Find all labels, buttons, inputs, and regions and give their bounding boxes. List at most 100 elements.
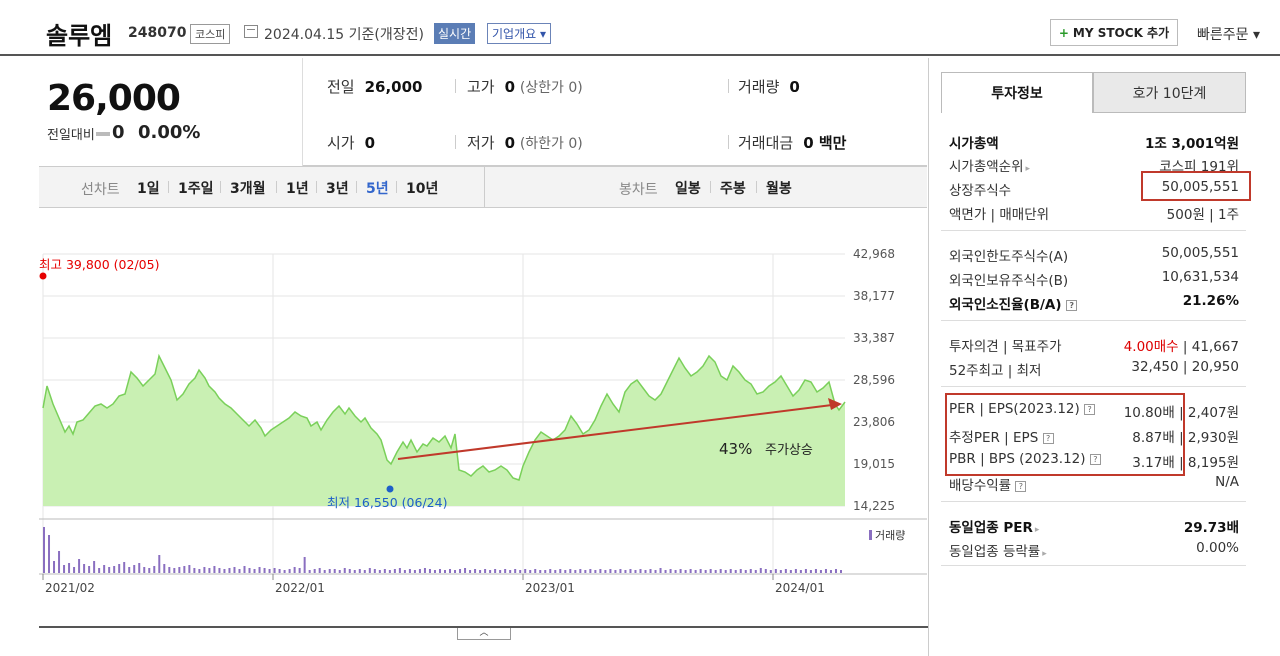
volume-bar (744, 570, 747, 573)
volume-bar (388, 570, 391, 573)
volume-bar (704, 570, 707, 573)
volume-bar (809, 570, 812, 573)
x-tick-label: 2021/02 (45, 581, 95, 595)
volume-bar (549, 569, 552, 573)
stat-amount: 거래대금 0 백만 (738, 134, 847, 152)
period-1y[interactable]: 1년 (286, 181, 309, 197)
change-rate: 0.00% (138, 122, 201, 143)
volume-bar (584, 570, 587, 573)
y-tick-label: 14,225 (853, 499, 895, 513)
volume-bar (273, 568, 276, 573)
period-3y[interactable]: 3년 (326, 181, 349, 197)
volume-bar (283, 570, 286, 573)
volume-bar (378, 570, 381, 573)
volume-bar (759, 568, 762, 573)
volume-bar (679, 569, 682, 573)
volume-bar (489, 570, 492, 573)
volume-bar (509, 570, 512, 573)
help-icon: ? (1042, 432, 1054, 444)
volume-bar (659, 568, 662, 573)
volume-bar (133, 565, 136, 573)
volume-bar (183, 566, 186, 573)
volume-bar (514, 569, 517, 573)
volume-bar (574, 570, 577, 573)
volume-bar (594, 570, 597, 573)
volume-bar (93, 561, 96, 573)
tab-investment-info[interactable]: 투자정보 (941, 72, 1093, 113)
volume-bar (103, 565, 106, 573)
volume-bar (203, 567, 206, 573)
volume-bar (589, 569, 592, 573)
quick-order-dropdown[interactable]: 빠른주문 ▾ (1197, 27, 1260, 43)
realtime-button[interactable]: 실시간 (434, 23, 476, 44)
volume-bar (73, 567, 76, 573)
volume-bar (318, 568, 321, 573)
volume-bar (539, 570, 542, 573)
collapse-chart-button[interactable]: ︿ (457, 628, 511, 640)
row-per: PER | EPS(2023.12) ? 10.80배 | 2,407원 (949, 401, 1239, 421)
row-opinion: 투자의견 | 목표주가 4.00매수 | 41,667 (949, 339, 1239, 355)
volume-bar (248, 568, 251, 573)
volume-bar (829, 570, 832, 573)
tab-order-book[interactable]: 호가 10단계 (1093, 72, 1246, 113)
volume-bar (383, 569, 386, 573)
y-tick-label: 42,968 (853, 247, 895, 261)
volume-bar (444, 570, 446, 573)
stat-volume: 거래량 0 (738, 78, 800, 96)
volume-bar (163, 564, 166, 573)
volume-bar (649, 569, 652, 573)
volume-bar (213, 566, 216, 573)
volume-bar (654, 570, 657, 573)
current-price: 26,000 (47, 78, 181, 119)
calendar-icon (244, 25, 258, 38)
my-stock-add-button[interactable]: + MY STOCK 추가 (1050, 19, 1178, 46)
volume-bar (454, 570, 457, 573)
price-chart[interactable]: 42,968 38,177 33,387 28,596 23,806 19,015 14,2… (39, 208, 927, 626)
period-1w[interactable]: 1주일 (178, 181, 214, 197)
row-foreign-limit: 외국인한도주식수(A) 50,005,551 (949, 245, 1239, 265)
volume-bar (524, 569, 527, 573)
company-overview-dropdown[interactable]: 기업개요 ▾ (487, 23, 551, 44)
volume-bar (824, 569, 827, 573)
volume-bar (393, 569, 396, 573)
period-5y[interactable]: 5년 (366, 181, 389, 197)
stock-header: 솔루엠 248070 코스피 2024.04.15 기준(개장전) 실시간 기업… (0, 0, 1280, 56)
volume-bar (243, 566, 246, 573)
volume-bar (423, 568, 426, 573)
volume-bar (113, 566, 116, 573)
volume-bar (729, 569, 732, 573)
volume-bar (293, 567, 296, 573)
volume-bar (764, 569, 767, 573)
volume-bar (143, 567, 146, 573)
x-tick-label: 2022/01 (275, 581, 325, 595)
help-icon: ? (1066, 299, 1078, 311)
volume-bar (63, 565, 66, 573)
volume-bar (784, 569, 787, 573)
my-stock-label: MY STOCK 추가 (1072, 26, 1170, 40)
candle-weekly[interactable]: 주봉 (720, 181, 746, 197)
volume-bar (779, 570, 782, 573)
period-1d[interactable]: 1일 (137, 181, 160, 197)
volume-bar (363, 570, 366, 573)
period-10y[interactable]: 10년 (406, 181, 439, 197)
volume-bar (769, 570, 772, 573)
volume-bar (263, 568, 266, 573)
volume-bar (804, 569, 807, 573)
period-3m[interactable]: 3개월 (230, 181, 266, 197)
candle-monthly[interactable]: 월봉 (766, 181, 792, 197)
volume-bar (328, 569, 331, 573)
volume-bar (794, 569, 797, 573)
volume-bar (719, 569, 722, 573)
volume-bar (188, 565, 191, 573)
volume-bar (298, 568, 301, 573)
volume-bar (408, 569, 411, 573)
y-tick-label: 23,806 (853, 415, 895, 429)
chart-toolbar: 선차트 1일 1주일 3개월 1년 3년 5년 10년 봉차트 일봉 주봉 월봉 (39, 166, 927, 208)
flat-icon (96, 132, 110, 136)
candle-daily[interactable]: 일봉 (675, 181, 701, 197)
volume-bar (569, 569, 572, 573)
candle-chart-label: 봉차트 (619, 182, 658, 198)
volume-bar (724, 570, 727, 573)
volume-bar (43, 527, 45, 573)
volume-bar (268, 569, 271, 573)
